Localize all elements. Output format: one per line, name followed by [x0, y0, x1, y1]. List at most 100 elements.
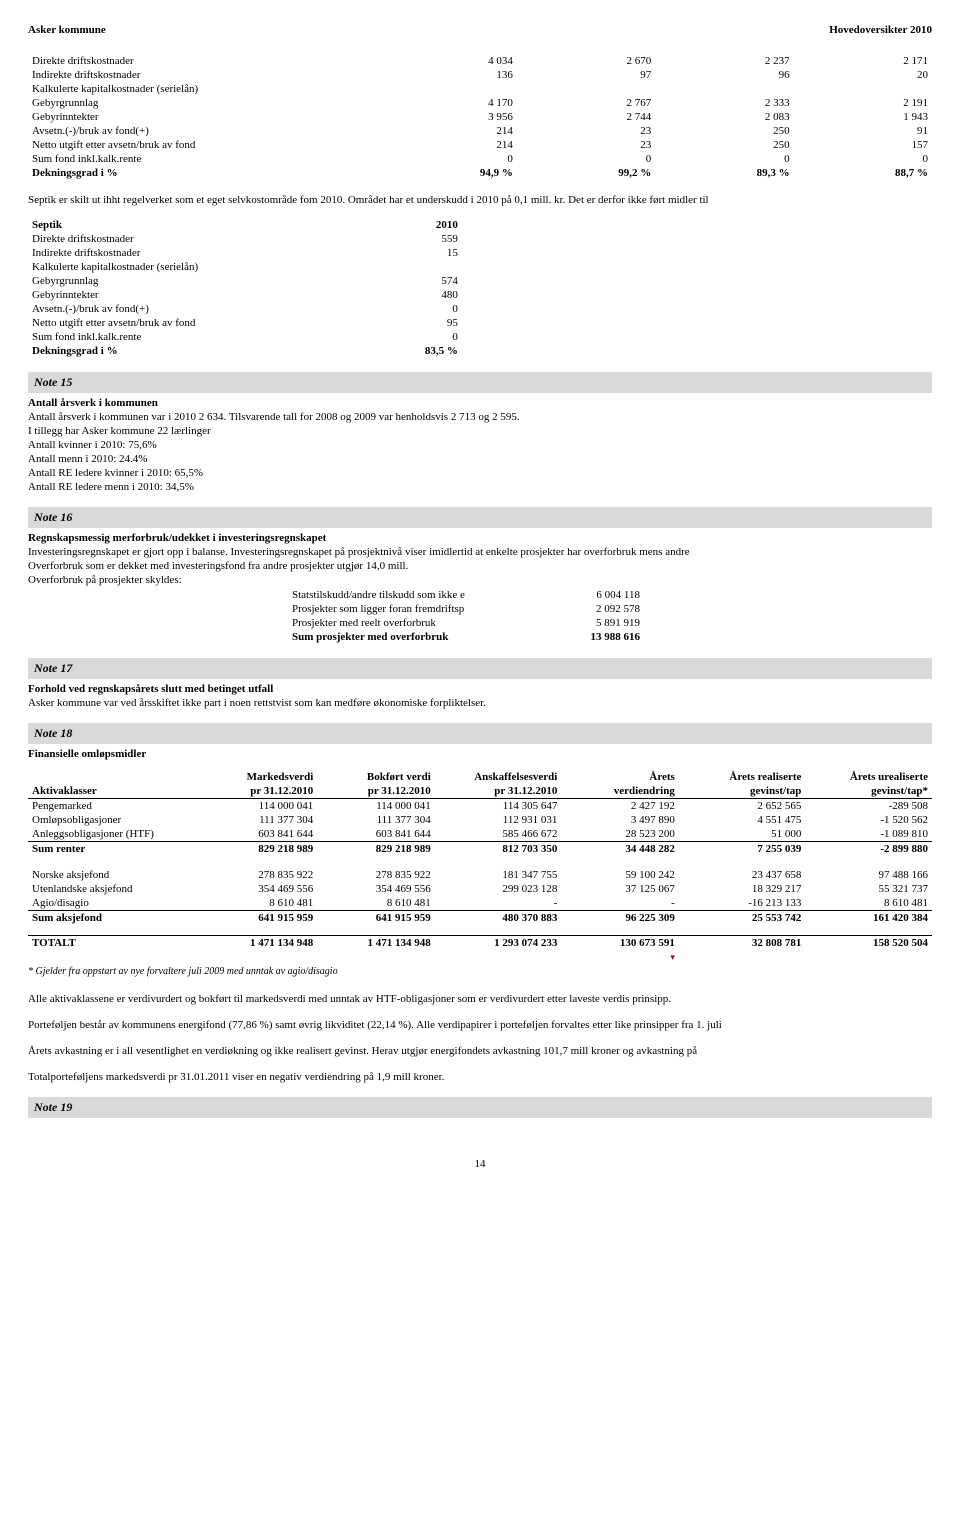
col-header: Årets urealiserte [805, 770, 932, 784]
row-value: 1 293 074 233 [435, 936, 562, 951]
septik-table: Septik2010Direkte driftskostnader559Indi… [28, 218, 932, 358]
note16-desc1: Investeringsregnskapet er gjort opp i ba… [28, 546, 932, 558]
row-value: 2 767 [517, 96, 655, 110]
table-row: Avsetn.(-)/bruk av fond(+)0 [28, 302, 462, 316]
row-value: 0 [655, 152, 793, 166]
row-value: 8 610 481 [317, 896, 435, 911]
note16-header: Note 16 [28, 507, 932, 528]
row-label: Prosjekter som ligger foran fremdriftsp [288, 602, 546, 616]
row-value: 1 471 134 948 [200, 936, 318, 951]
table-row: Sum prosjekter med overforbruk13 988 616 [288, 630, 644, 644]
note18-after-line: Alle aktivaklassene er verdivurdert og b… [28, 993, 932, 1005]
table-row: Norske aksjefond278 835 922278 835 92218… [28, 868, 932, 882]
row-value: 7 255 039 [679, 842, 806, 857]
table-row: Pengemarked114 000 041114 000 041114 305… [28, 799, 932, 814]
col-header [28, 770, 200, 784]
table-row: Kalkulerte kapitalkostnader (serielån) [28, 82, 932, 96]
row-value: 59 100 242 [561, 868, 679, 882]
row-label: Statstilskudd/andre tilskudd som ikke e [288, 588, 546, 602]
row-value: 161 420 384 [805, 911, 932, 926]
note18-after-line: Porteføljen består av kommunens energifo… [28, 1019, 932, 1031]
table-header-row: Aktivaklasserpr 31.12.2010pr 31.12.2010p… [28, 784, 932, 799]
row-value [332, 260, 462, 274]
row-label: Septik [28, 218, 332, 232]
row-value: 829 218 989 [200, 842, 318, 857]
table-row: Anleggsobligasjoner (HTF)603 841 644603 … [28, 827, 932, 842]
row-value: 23 [517, 124, 655, 138]
row-value: 480 [332, 288, 462, 302]
table-row: Sum renter829 218 989829 218 989812 703 … [28, 842, 932, 857]
row-label: Sum fond inkl.kalk.rente [28, 152, 379, 166]
note18-after-line: Årets avkastning er i all vesentlighet e… [28, 1045, 932, 1057]
row-label: Avsetn.(-)/bruk av fond(+) [28, 302, 332, 316]
row-value: 480 370 883 [435, 911, 562, 926]
row-value: 559 [332, 232, 462, 246]
finance-table: MarkedsverdiBokført verdiAnskaffelsesver… [28, 770, 932, 964]
row-value: 829 218 989 [317, 842, 435, 857]
note17-header: Note 17 [28, 658, 932, 679]
table-row: Dekningsgrad i %94,9 %99,2 %89,3 %88,7 % [28, 166, 932, 180]
row-value: 15 [332, 246, 462, 260]
row-value: 574 [332, 274, 462, 288]
row-label: Netto utgift etter avsetn/bruk av fond [28, 138, 379, 152]
row-value: -1 089 810 [805, 827, 932, 842]
row-value: 97 488 166 [805, 868, 932, 882]
row-value: 2 427 192 [561, 799, 679, 814]
row-value: 0 [332, 302, 462, 316]
red-triangle-icon: ▾ [670, 952, 675, 962]
row-value: 250 [655, 124, 793, 138]
note16-subtitle: Regnskapsmessig merforbruk/udekket i inv… [28, 532, 932, 544]
row-value: 603 841 644 [200, 827, 318, 842]
row-value: 354 469 556 [200, 882, 318, 896]
row-value: 8 610 481 [200, 896, 318, 911]
row-label: TOTALT [28, 936, 200, 951]
row-value: 114 305 647 [435, 799, 562, 814]
row-value: 0 [794, 152, 932, 166]
note18-subtitle: Finansielle omløpsmidler [28, 748, 932, 760]
cost-table-1: Direkte driftskostnader4 0342 6702 2372 … [28, 54, 932, 180]
table-row: Gebyrgrunnlag4 1702 7672 3332 191 [28, 96, 932, 110]
col-header: Bokført verdi [317, 770, 435, 784]
row-value: 88,7 % [794, 166, 932, 180]
col-header: gevinst/tap [679, 784, 806, 799]
row-label: Kalkulerte kapitalkostnader (serielån) [28, 82, 379, 96]
row-label: Indirekte driftskostnader [28, 246, 332, 260]
row-label: Dekningsgrad i % [28, 166, 379, 180]
row-value: 4 170 [379, 96, 517, 110]
row-value: 89,3 % [655, 166, 793, 180]
row-label: Indirekte driftskostnader [28, 68, 379, 82]
row-value: 0 [517, 152, 655, 166]
row-value: 1 471 134 948 [317, 936, 435, 951]
row-value: 25 553 742 [679, 911, 806, 926]
note15-line: Antall RE ledere kvinner i 2010: 65,5% [28, 467, 932, 479]
row-value: 96 [655, 68, 793, 82]
row-value: 136 [379, 68, 517, 82]
col-header: Markedsverdi [200, 770, 318, 784]
row-label: Gebyrinntekter [28, 288, 332, 302]
septik-text: Septik er skilt ut ihht regelverket som … [28, 194, 932, 206]
row-value: 114 000 041 [200, 799, 318, 814]
row-value: 299 023 128 [435, 882, 562, 896]
row-value: 20 [794, 68, 932, 82]
table-row: Direkte driftskostnader4 0342 6702 2372 … [28, 54, 932, 68]
table-septik: Septik2010Direkte driftskostnader559Indi… [28, 218, 462, 358]
row-value: -289 508 [805, 799, 932, 814]
row-value: 5 891 919 [546, 616, 644, 630]
row-value: 0 [332, 330, 462, 344]
row-value: 4 034 [379, 54, 517, 68]
row-value: 23 437 658 [679, 868, 806, 882]
row-value: 2 171 [794, 54, 932, 68]
row-label: Gebyrgrunnlag [28, 96, 379, 110]
row-value: 99,2 % [517, 166, 655, 180]
row-value: 1 943 [794, 110, 932, 124]
row-value [517, 82, 655, 96]
col-header: pr 31.12.2010 [317, 784, 435, 799]
table-row: Agio/disagio8 610 4818 610 481---16 213 … [28, 896, 932, 911]
row-label: Netto utgift etter avsetn/bruk av fond [28, 316, 332, 330]
row-value: 51 000 [679, 827, 806, 842]
note15-line: Antall årsverk i kommunen var i 2010 2 6… [28, 411, 932, 423]
row-value: 37 125 067 [561, 882, 679, 896]
row-value: 4 551 475 [679, 813, 806, 827]
header-left: Asker kommune [28, 24, 106, 36]
note18-after: Alle aktivaklassene er verdivurdert og b… [28, 993, 932, 1083]
